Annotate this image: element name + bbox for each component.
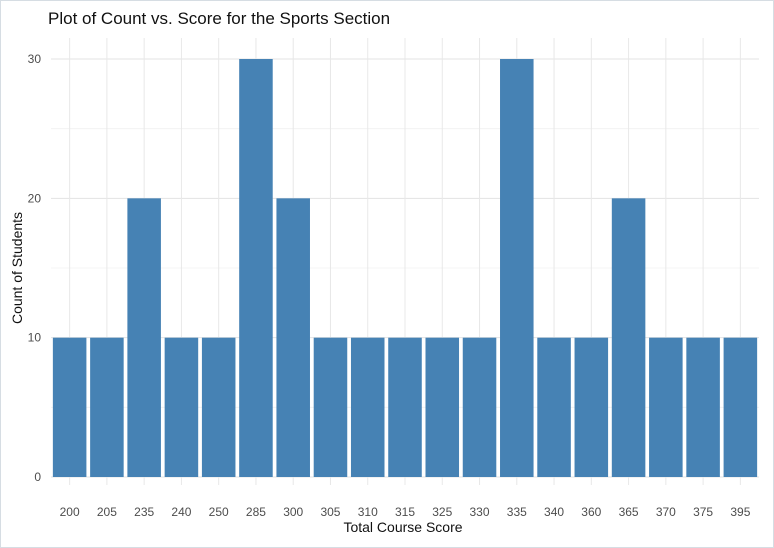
x-tick-label: 325 (432, 505, 452, 519)
chart-title: Plot of Count vs. Score for the Sports S… (48, 9, 391, 28)
x-axis-title: Total Course Score (343, 519, 462, 535)
x-tick-label: 375 (693, 505, 713, 519)
bar-235 (127, 198, 161, 478)
x-tick-label: 300 (283, 505, 303, 519)
bar-325 (425, 337, 460, 477)
y-tick-label: 0 (34, 470, 41, 484)
x-tick-label: 235 (134, 505, 154, 519)
x-tick-label: 250 (209, 505, 229, 519)
bar-240 (164, 337, 199, 477)
bar-395 (723, 337, 758, 477)
x-tick-labels: 200 205 235 240 250 285 300 305 310 315 325 330 335 3… (60, 505, 751, 519)
bar-300 (276, 198, 310, 478)
bar-200 (52, 337, 87, 477)
x-tick-label: 200 (60, 505, 80, 519)
bar-360 (574, 337, 609, 477)
bar-340 (537, 337, 571, 477)
bar-315 (388, 337, 422, 477)
y-tick-label: 10 (28, 331, 42, 345)
x-tick-label: 315 (395, 505, 415, 519)
x-tick-label: 360 (581, 505, 601, 519)
x-tick-label: 335 (507, 505, 527, 519)
x-tick-label: 340 (544, 505, 564, 519)
y-tick-labels: 0 10 20 30 (28, 52, 42, 484)
bar-370 (649, 337, 683, 477)
bar-285 (239, 59, 273, 477)
bar-365 (611, 198, 646, 478)
x-tick-label: 330 (470, 505, 490, 519)
x-tick-label: 310 (358, 505, 378, 519)
bar-310 (350, 337, 385, 477)
x-tick-label: 205 (97, 505, 117, 519)
x-tick-label: 305 (320, 505, 340, 519)
x-tick-label: 285 (246, 505, 266, 519)
y-tick-label: 20 (28, 191, 42, 205)
bar-335 (500, 59, 534, 477)
bar-250 (201, 337, 236, 477)
y-tick-label: 30 (28, 52, 42, 66)
x-tick-label: 370 (656, 505, 676, 519)
y-axis-title: Count of Students (9, 212, 25, 324)
bar-330 (462, 337, 497, 477)
bar-205 (90, 337, 124, 477)
x-tick-label: 240 (171, 505, 191, 519)
bar-305 (313, 337, 348, 477)
x-tick-label: 365 (619, 505, 639, 519)
bar-375 (686, 337, 720, 477)
x-tick-label: 395 (730, 505, 750, 519)
bars (52, 59, 758, 478)
